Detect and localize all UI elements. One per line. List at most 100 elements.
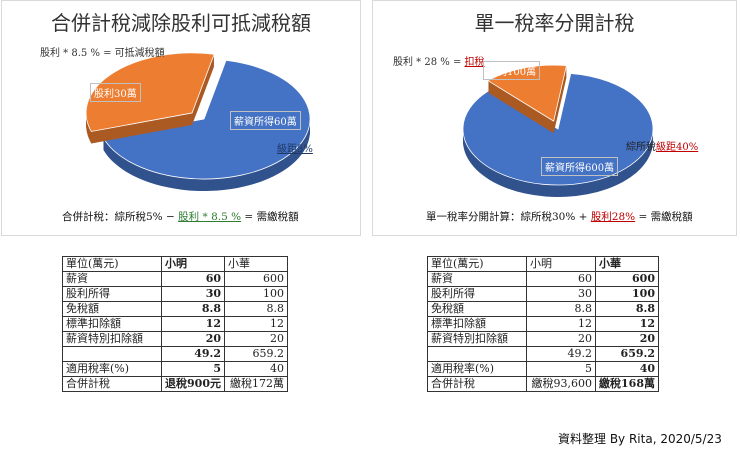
table-cell: 標準扣除額 xyxy=(427,316,527,332)
table-cell: 600 xyxy=(224,271,288,287)
credit-text: 資料整理 By Rita, 2020/5/23 xyxy=(558,432,722,446)
table-cell: 12 xyxy=(161,316,225,332)
table-cell: 659.2 xyxy=(595,346,659,362)
table-cell: 49.2 xyxy=(161,346,225,362)
pie-chart-right xyxy=(462,64,654,198)
table-cell: 12 xyxy=(224,316,288,332)
table-cell: 8.8 xyxy=(224,301,288,317)
table-row: 適用稅率(%) 5 40 xyxy=(62,361,288,377)
footer-left-part1: 合併計稅：綜所稅5% − xyxy=(62,211,179,223)
footer-right-part2: 股利28% xyxy=(590,211,636,223)
table-cell: 8.8 xyxy=(161,301,225,317)
top-note-right: 股利 * 28 % = 扣稅 xyxy=(393,53,485,68)
top-note-right-part2: 扣稅 xyxy=(464,57,485,68)
table-cell: 適用稅率(%) xyxy=(427,361,527,377)
table-cell: 標準扣除額 xyxy=(62,316,162,332)
table-cell: 5 xyxy=(161,361,225,377)
table-cell: 繳稅93,600 xyxy=(526,376,596,392)
slice-label-dividend-right: 股利100萬 xyxy=(483,61,541,80)
table-row: 合併計稅 繳稅93,600 繳稅168萬 xyxy=(427,376,659,392)
table-cell: 60 xyxy=(161,271,225,287)
table-cell: 40 xyxy=(224,361,288,377)
pie-slice-dividend xyxy=(85,52,215,144)
table-row: 標準扣除額 12 12 xyxy=(427,316,659,332)
footer-right-part3: = 需繳稅額 xyxy=(635,211,693,223)
table-row: 免稅額 8.8 8.8 xyxy=(427,301,659,317)
tax-table-left: 單位(萬元) 小明 小華 薪資 60 600 股利所得 30 100 免稅額 8.8 8.8 標準扣除額… xyxy=(62,256,288,392)
table-cell: 30 xyxy=(161,286,225,302)
slice-label-dividend-left: 股利30萬 xyxy=(90,83,141,102)
table-cell: 30 xyxy=(526,286,596,302)
table-cell xyxy=(427,346,527,362)
table-cell: 合併計稅 xyxy=(62,376,162,392)
table-cell: 退稅900元 xyxy=(161,376,225,392)
slice-label-salary-left: 薪資所得60萬 xyxy=(230,111,301,130)
table-row: 免稅額 8.8 8.8 xyxy=(62,301,288,317)
table-cell: 100 xyxy=(224,286,288,302)
table-cell: 100 xyxy=(595,286,659,302)
table-row: 49.2 659.2 xyxy=(427,346,659,362)
footer-left-part3: = 需繳稅額 xyxy=(241,211,299,223)
table-header-cell: 小明 xyxy=(526,256,596,272)
table-row: 合併計稅 退稅900元 繳稅172萬 xyxy=(62,376,288,392)
table-cell: 股利所得 xyxy=(62,286,162,302)
table-cell: 薪資 xyxy=(427,271,527,287)
bracket-label-right: 綜所稅級距40% xyxy=(626,138,698,153)
footer-right: 單一稅率分開計算：綜所稅30% + 股利28% = 需繳稅額 xyxy=(426,209,693,224)
table-row: 股利所得 30 100 xyxy=(427,286,659,302)
footer-left-part2: 股利 * 8.5 % xyxy=(178,211,242,223)
table-cell: 49.2 xyxy=(526,346,596,362)
chart-title-left: 合併計稅減除股利可抵減稅額 xyxy=(51,11,311,35)
chart-panel-right: 單一稅率分開計稅 股利 * 28 % = 扣稅 股利100萬 薪資所得600萬 … xyxy=(372,0,737,236)
table-cell: 20 xyxy=(595,331,659,347)
chart-title-right: 單一稅率分開計稅 xyxy=(474,11,635,35)
table-cell: 60 xyxy=(526,271,596,287)
top-note-right-part1: 股利 * 28 % = xyxy=(393,57,465,68)
table-cell: 薪資 xyxy=(62,271,162,287)
table-cell: 薪資特別扣除額 xyxy=(427,331,527,347)
table-cell: 20 xyxy=(224,331,288,347)
table-cell: 免稅額 xyxy=(62,301,162,317)
pie-slice-salary xyxy=(102,59,311,192)
table-row: 薪資特別扣除額 20 20 xyxy=(427,331,659,347)
table-header-cell: 單位(萬元) xyxy=(62,256,162,272)
table-cell: 12 xyxy=(526,316,596,332)
pie-chart-left xyxy=(85,52,311,192)
table-header-cell: 小華 xyxy=(224,256,288,272)
table-row: 薪資 60 600 xyxy=(62,271,288,287)
chart-panel-left: 合併計稅減除股利可抵減稅額 股利 * 8.5 % = 可抵減稅額 股利30萬 薪… xyxy=(1,0,361,236)
pie-slice-dividend xyxy=(487,64,567,134)
bracket-label-right-part2: 級距40% xyxy=(656,142,699,153)
footer-left: 合併計稅：綜所稅5% − 股利 * 8.5 % = 需繳稅額 xyxy=(62,209,299,224)
table-cell: 40 xyxy=(595,361,659,377)
table-cell: 免稅額 xyxy=(427,301,527,317)
table-header-cell: 小明 xyxy=(161,256,225,272)
table-cell: 繳稅168萬 xyxy=(595,376,659,392)
table-header-cell: 單位(萬元) xyxy=(427,256,527,272)
table-header-row: 單位(萬元) 小明 小華 xyxy=(427,256,659,272)
table-row: 薪資特別扣除額 20 20 xyxy=(62,331,288,347)
table-header-cell: 小華 xyxy=(595,256,659,272)
table-row: 適用稅率(%) 5 40 xyxy=(427,361,659,377)
table-cell: 600 xyxy=(595,271,659,287)
table-row: 股利所得 30 100 xyxy=(62,286,288,302)
tax-table-right: 單位(萬元) 小明 小華 薪資 60 600 股利所得 30 100 免稅額 8.8 8.8 標準扣除額… xyxy=(427,256,659,392)
table-cell: 股利所得 xyxy=(427,286,527,302)
table-cell: 繳稅172萬 xyxy=(224,376,288,392)
top-note-left: 股利 * 8.5 % = 可抵減稅額 xyxy=(40,48,165,59)
table-cell: 薪資特別扣除額 xyxy=(62,331,162,347)
bracket-label-left: 級距5% xyxy=(277,144,313,155)
table-cell: 5 xyxy=(526,361,596,377)
table-cell xyxy=(62,346,162,362)
table-row: 49.2 659.2 xyxy=(62,346,288,362)
bracket-label-right-part1: 綜所稅 xyxy=(626,142,656,153)
table-row: 標準扣除額 12 12 xyxy=(62,316,288,332)
footer-right-part1: 單一稅率分開計算：綜所稅30% + xyxy=(426,211,591,223)
slice-label-salary-right: 薪資所得600萬 xyxy=(541,157,619,176)
table-cell: 8.8 xyxy=(526,301,596,317)
table-header-row: 單位(萬元) 小明 小華 xyxy=(62,256,288,272)
table-cell: 8.8 xyxy=(595,301,659,317)
table-cell: 659.2 xyxy=(224,346,288,362)
table-row: 薪資 60 600 xyxy=(427,271,659,287)
table-cell: 12 xyxy=(595,316,659,332)
